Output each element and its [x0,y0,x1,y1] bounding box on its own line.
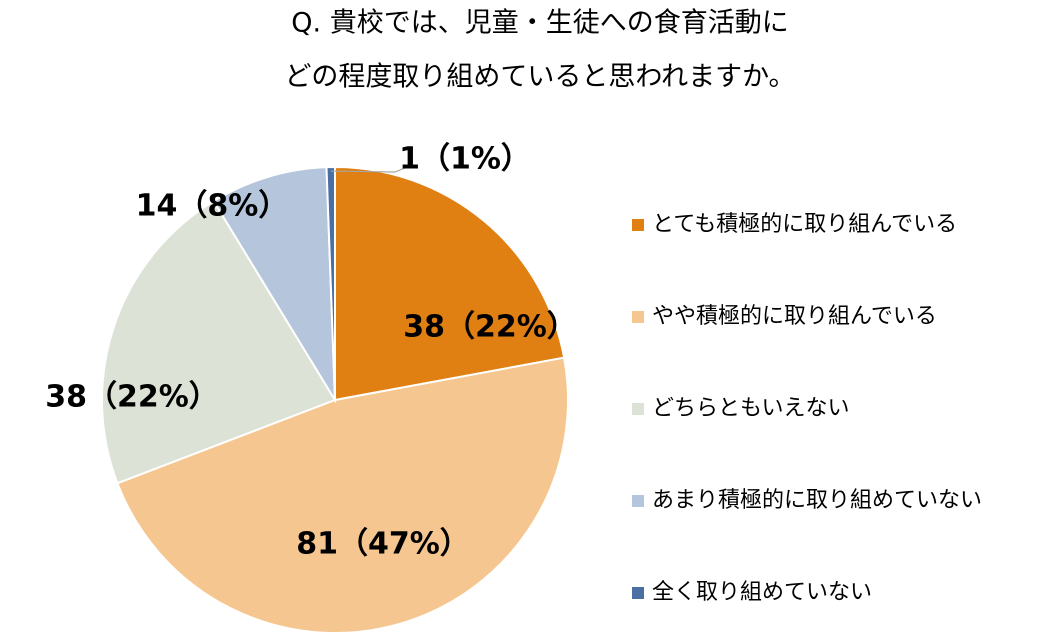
legend-swatch [632,219,644,231]
data-label: 1（1%） [399,142,531,177]
legend-swatch [632,587,644,599]
leader-line [330,165,411,173]
data-label: 38（22%） [403,310,577,345]
pie-slice [334,165,566,402]
pie-slice [212,166,337,404]
legend-text: 全く取り組めていない [652,580,872,605]
data-label: 81（47%） [296,527,470,562]
pie-slice [325,165,336,401]
data-label: 14（8%） [136,189,289,224]
legend-swatch [632,311,644,323]
legend-text: あまり積極的に取り組めていない [652,488,982,513]
legend-swatch [632,403,644,415]
legend-text: やや積極的に取り組んでいる [652,304,937,329]
legend-swatch [632,495,644,507]
chart-title: Q. 貴校では、児童・生徒への食育活動に [291,8,788,39]
legend-text: どちらともいえない [652,396,850,421]
pie-slice [116,356,569,634]
legend-text: とても積極的に取り組んでいる [652,212,957,237]
chart-title: どの程度取り組めていると思われますか。 [284,62,795,93]
data-label: 38（22%） [45,380,219,415]
pie-slice [101,199,337,485]
